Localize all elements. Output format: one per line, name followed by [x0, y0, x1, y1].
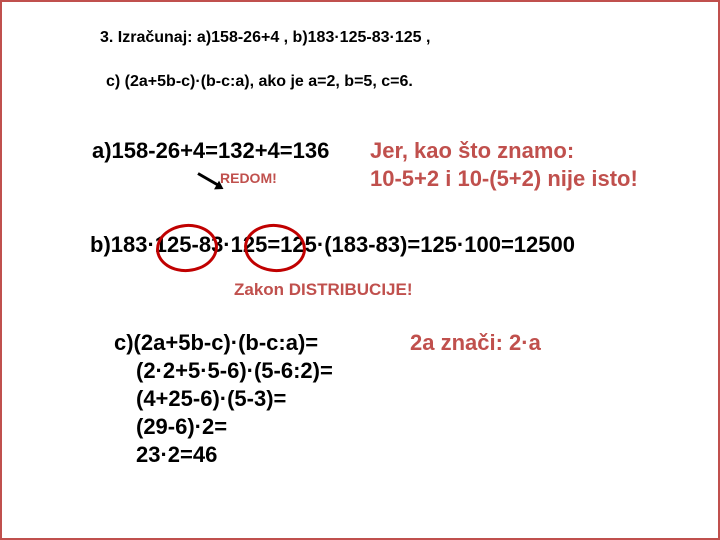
b-note: Zakon DISTRIBUCIJE! — [234, 280, 413, 300]
task-line2: c) (2a+5b-c)·(b-c:a), ako je a=2, b=5, c… — [106, 72, 413, 91]
c-line2: (2·2+5·5-6)·(5-6:2)= — [136, 358, 333, 384]
c-line1: c)(2a+5b-c)·(b-c:a)= — [114, 330, 318, 356]
jer-line1: Jer, kao što znamo: — [370, 138, 574, 164]
c-note: 2a znači: 2·a — [410, 330, 541, 356]
task-line1: 3. Izračunaj: a)158-26+4 , b)183·125-83·… — [100, 28, 430, 47]
redom-label: REDOM! — [220, 170, 277, 187]
jer-line2: 10-5+2 i 10-(5+2) nije isto! — [370, 166, 638, 192]
circle-icon — [154, 221, 220, 274]
circle-icon — [242, 221, 308, 274]
c-line3: (4+25-6)·(5-3)= — [136, 386, 286, 412]
c-line4: (29-6)·2= — [136, 414, 227, 440]
a-expression: a)158-26+4=132+4=136 — [92, 138, 329, 164]
c-line5: 23·2=46 — [136, 442, 217, 468]
